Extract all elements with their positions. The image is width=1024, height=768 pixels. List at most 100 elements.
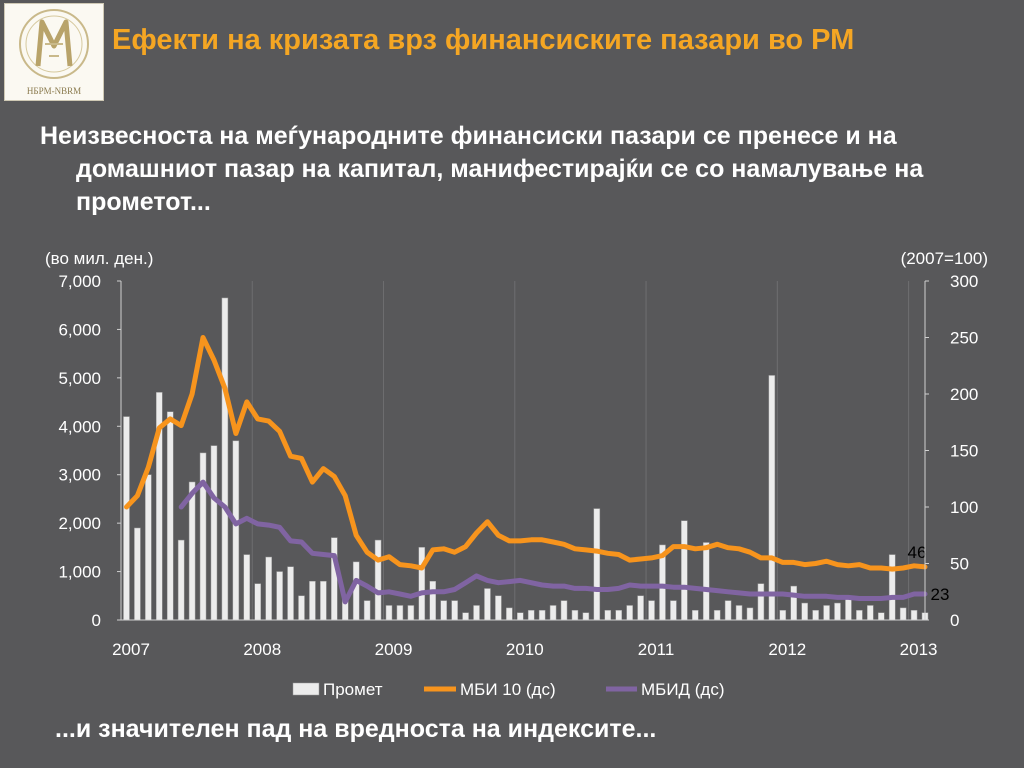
promet-bar <box>593 508 601 621</box>
y-left-tick-label: 6,000 <box>58 320 101 339</box>
promet-bar <box>363 600 371 621</box>
promet-bar <box>145 474 152 621</box>
promet-bar <box>188 481 196 621</box>
promet-bar <box>604 610 612 621</box>
promet-bar <box>243 554 251 621</box>
promet-bar <box>232 440 240 621</box>
mbid-end-label: 23 <box>931 585 950 604</box>
promet-bar <box>418 547 426 621</box>
promet-bar <box>615 610 622 621</box>
promet-bar <box>856 610 863 621</box>
promet-bar <box>396 605 404 621</box>
promet-bar <box>724 600 732 621</box>
promet-bar <box>287 566 294 621</box>
promet-bar <box>670 600 677 621</box>
subtitle-text: Неизвесноста на меѓународните финансиски… <box>40 122 924 216</box>
x-tick-label: 2010 <box>506 640 544 659</box>
x-tick-label: 2013 <box>900 640 938 659</box>
promet-bar <box>549 605 557 621</box>
nbrm-logo: НБРМ-NBRM <box>4 3 104 101</box>
promet-bar <box>735 605 743 621</box>
chart-legend: Промет МБИ 10 (дс) МБИД (дс) <box>292 680 725 699</box>
promet-bar <box>637 595 644 621</box>
promet-bar <box>877 612 885 621</box>
promet-bar <box>134 527 141 621</box>
promet-bar <box>177 539 185 621</box>
promet-bar <box>276 571 283 621</box>
promet-bar <box>910 610 918 621</box>
promet-bar <box>506 607 513 621</box>
promet-bar <box>429 581 437 621</box>
promet-bar <box>801 602 808 621</box>
promet-bar <box>374 539 382 621</box>
promet-bar <box>123 416 130 621</box>
left-axis-unit: (во мил. ден.) <box>45 249 153 268</box>
x-tick-label: 2007 <box>112 640 150 659</box>
promet-bar <box>517 612 524 621</box>
promet-bar <box>352 561 360 621</box>
promet-bar <box>385 605 393 621</box>
promet-bar <box>462 612 469 621</box>
promet-bar <box>779 610 787 621</box>
promet-bar <box>648 600 655 621</box>
x-tick-label: 2012 <box>768 640 806 659</box>
promet-bar <box>681 520 688 621</box>
right-axis-unit: (2007=100) <box>901 249 988 268</box>
y-left-tick-label: 3,000 <box>58 466 101 485</box>
promet-bar <box>812 610 819 621</box>
y-right-tick-label: 50 <box>950 555 969 574</box>
y-left-tick-label: 2,000 <box>58 514 101 533</box>
y-right-tick-label: 0 <box>950 611 959 630</box>
promet-bar <box>823 605 830 621</box>
nbrm-seal-icon <box>19 9 89 79</box>
promet-bar <box>320 581 327 621</box>
promet-bar <box>265 556 272 621</box>
y-right-tick-label: 150 <box>950 442 978 461</box>
promet-bar <box>221 297 229 621</box>
promet-bar <box>888 554 896 621</box>
promet-bar <box>571 610 579 621</box>
legend-label-mbid: МБИД (дс) <box>641 680 725 699</box>
promet-bar <box>298 595 305 621</box>
promet-bar <box>166 411 174 621</box>
x-tick-label: 2009 <box>375 640 413 659</box>
y-left-tick-label: 0 <box>92 611 101 630</box>
y-left-tick-label: 4,000 <box>58 417 101 436</box>
promet-bar <box>495 595 502 621</box>
market-chart: (во мил. ден.) (2007=100) 46 23 2007 2008 2… <box>45 249 988 699</box>
promet-bar <box>702 542 710 621</box>
y-left-tick-label: 5,000 <box>58 369 101 388</box>
promet-bar <box>331 537 338 621</box>
promet-bar <box>746 607 754 621</box>
promet-bar <box>538 610 546 621</box>
promet-bar <box>899 607 907 621</box>
legend-label-promet: Промет <box>323 680 383 699</box>
promet-bar <box>867 605 874 621</box>
promet-bar <box>254 583 261 621</box>
y-right-tick-label: 100 <box>950 498 978 517</box>
promet-bar <box>713 610 721 621</box>
y-right-tick-label: 250 <box>950 329 978 348</box>
y-right-tick-label: 200 <box>950 385 978 404</box>
promet-bar <box>527 610 535 621</box>
promet-bar <box>626 605 633 621</box>
y-left-tick-label: 1,000 <box>58 563 101 582</box>
promet-bar <box>440 600 447 621</box>
x-tick-label: 2008 <box>243 640 281 659</box>
promet-bar <box>790 585 797 621</box>
promet-bar <box>473 605 480 621</box>
y-left-tick-label: 7,000 <box>58 272 101 291</box>
promet-bar <box>834 602 841 621</box>
logo-text: НБРМ-NBRM <box>26 86 82 96</box>
x-tick-label: 2011 <box>638 640 675 659</box>
promet-bar <box>560 600 568 621</box>
footer-text: ...и значителен пад на вредноста на инде… <box>55 715 657 743</box>
legend-label-mbi10: МБИ 10 (дс) <box>460 680 556 699</box>
promet-bar <box>199 452 207 621</box>
promet-bar <box>757 583 765 621</box>
promet-bar <box>309 581 316 621</box>
page-title: Ефекти на кризата врз финансиските пазар… <box>112 24 855 56</box>
promet-bar <box>484 588 491 621</box>
promet-bar <box>692 610 699 621</box>
promet-bar <box>210 445 218 621</box>
